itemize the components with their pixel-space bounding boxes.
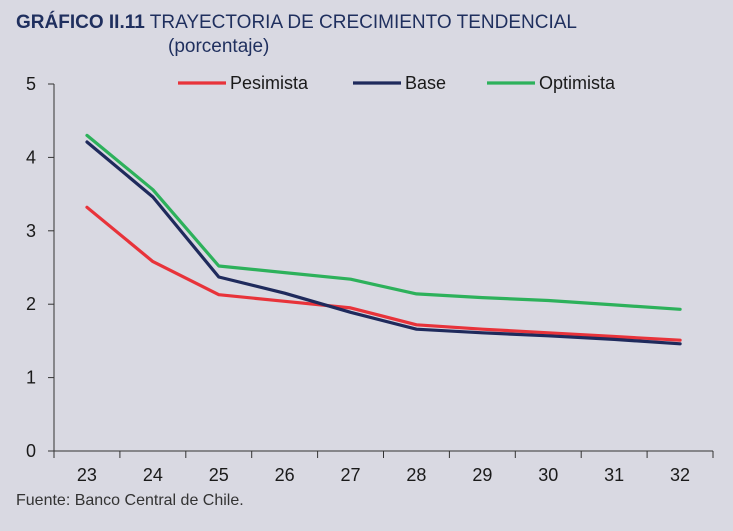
series-line-pesimista [85, 205, 682, 342]
figure-number: GRÁFICO II.11 [16, 12, 145, 33]
y-tick-label: 1 [26, 368, 36, 388]
x-tick-label: 27 [341, 465, 361, 485]
x-tick-label: 29 [472, 465, 492, 485]
x-tick-label: 32 [670, 465, 690, 485]
series-line-optimista [85, 133, 682, 311]
x-tick-label: 30 [538, 465, 558, 485]
x-tick-label: 25 [209, 465, 229, 485]
x-tick-label: 26 [275, 465, 295, 485]
chart-subtitle: (porcentaje) [168, 36, 270, 57]
x-tick-label: 23 [77, 465, 97, 485]
y-tick-label: 2 [26, 294, 36, 314]
x-tick-label: 24 [143, 465, 163, 485]
chart-title: GRÁFICO II.11 TRAYECTORIA DE CRECIMIENTO… [16, 12, 577, 34]
x-tick-label: 28 [406, 465, 426, 485]
figure-title: TRAYECTORIA DE CRECIMIENTO TENDENCIAL [149, 12, 577, 33]
x-tick-label: 31 [604, 465, 624, 485]
y-tick-label: 5 [26, 74, 36, 94]
legend-label-base: Base [405, 73, 446, 93]
y-tick-label: 4 [26, 147, 36, 167]
legend-label-pesimista: Pesimista [230, 73, 309, 93]
legend-label-optimista: Optimista [539, 73, 616, 93]
y-tick-label: 3 [26, 221, 36, 241]
series-line-base [85, 140, 682, 346]
y-tick-label: 0 [26, 441, 36, 461]
source-note: Fuente: Banco Central de Chile. [16, 492, 244, 509]
